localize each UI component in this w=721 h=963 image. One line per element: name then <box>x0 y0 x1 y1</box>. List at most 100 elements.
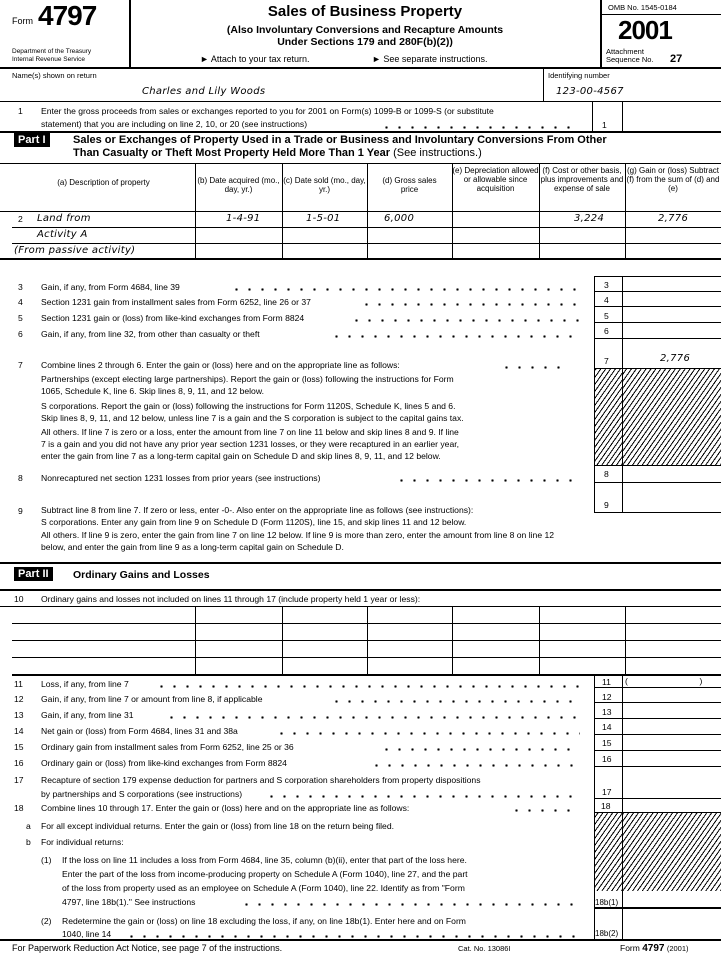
box-number: 11 <box>602 677 611 687</box>
form-label: Form <box>12 16 33 26</box>
form-subtitle-1: (Also Involuntary Conversions and Recapt… <box>226 24 504 36</box>
box-number: 9 <box>604 500 609 510</box>
dept-irs: Internal Revenue Service <box>12 56 85 63</box>
box-number: 1 <box>602 120 607 130</box>
line-text: Partnerships (except electing large part… <box>41 374 454 384</box>
line-number: 4 <box>18 297 23 307</box>
line-text: All others. If line 7 is zero or a loss,… <box>41 427 459 437</box>
line-number: 6 <box>18 329 23 339</box>
box-number: 4 <box>604 295 609 305</box>
line-number: 11 <box>14 679 23 689</box>
line-text: Ordinary gain from installment sales fro… <box>41 742 294 752</box>
line-number: 3 <box>18 282 23 292</box>
line-number: 9 <box>18 506 23 516</box>
part-1-title: Sales or Exchanges of Property Used in a… <box>73 134 607 146</box>
box-number: 8 <box>604 469 609 479</box>
box-number: 15 <box>602 738 612 748</box>
box-number: 12 <box>602 692 612 702</box>
line-11-amount[interactable]: ( ) <box>625 676 703 686</box>
line-text: Gain, if any, from line 32, from other t… <box>41 329 260 339</box>
col-header-d: (d) Gross sales price <box>382 176 437 194</box>
line-letter: b <box>26 837 31 847</box>
line-text: Gain, if any, from line 31 <box>41 710 134 720</box>
line-text: 7 is a gain and you did not have any pri… <box>41 439 459 449</box>
form-subtitle-2: Under Sections 179 and 280F(b)(2)) <box>277 36 453 48</box>
cell-gain-loss[interactable]: 2,776 <box>658 213 689 224</box>
line-letter: (2) <box>41 916 52 926</box>
box-number: 17 <box>602 787 612 797</box>
box-number: 18b(1) <box>595 898 619 907</box>
line-number: 8 <box>18 473 23 483</box>
line-text: Nonrecaptured net section 1231 losses fr… <box>41 473 321 483</box>
see-instructions: ► See separate instructions. <box>372 54 488 64</box>
line-text: S corporations. Enter any gain from line… <box>41 517 467 527</box>
line-number: 15 <box>14 742 24 752</box>
cell-gross-sales[interactable]: 6,000 <box>384 213 415 224</box>
line-text: Combine lines 2 through 6. Enter the gai… <box>41 360 400 370</box>
sequence-label: Sequence No. <box>606 55 654 64</box>
line-number: 2 <box>18 214 23 224</box>
dept-treasury: Department of the Treasury <box>12 48 92 55</box>
footer-form-number: 4797 <box>642 943 665 954</box>
paperwork-notice: For Paperwork Reduction Act Notice, see … <box>12 943 283 953</box>
box-number: 18 <box>601 801 611 811</box>
line-number: 14 <box>14 726 24 736</box>
line-text: enter the gain from line 7 as a long-ter… <box>41 451 441 461</box>
part-2-title: Ordinary Gains and Losses <box>73 569 210 581</box>
line-text: S corporations. Report the gain or (loss… <box>41 401 456 411</box>
line-letter: (1) <box>41 855 52 865</box>
line-text: Combine lines 10 through 17. Enter the g… <box>41 803 410 813</box>
line-number: 12 <box>14 694 24 704</box>
form-number: 4797 <box>38 0 97 31</box>
line-number: 10 <box>14 594 24 604</box>
line-number: 16 <box>14 758 24 768</box>
cell-cost-basis[interactable]: 3,224 <box>574 213 605 224</box>
line-number: 17 <box>14 775 24 785</box>
line-text: Redetermine the gain or (loss) on line 1… <box>62 916 466 926</box>
line-text: below, and enter the gain from line 9 as… <box>41 542 344 552</box>
cell-description[interactable]: Activity A <box>37 229 88 240</box>
box-number: 18b(2) <box>595 929 619 938</box>
line-7-amount[interactable]: 2,776 <box>660 353 691 364</box>
cell-description[interactable]: Land from <box>37 213 91 224</box>
box-number: 6 <box>604 326 609 336</box>
line-text: Subtract line 8 from line 7. If zero or … <box>41 505 474 515</box>
line-text: Gain, if any, from line 7 or amount from… <box>41 694 263 704</box>
line-text: Section 1231 gain or (loss) from like-ki… <box>41 313 305 323</box>
cell-date-sold[interactable]: 1-5-01 <box>306 213 341 224</box>
name-field[interactable]: Charles and Lily Woods <box>142 86 266 97</box>
line-1-amount[interactable] <box>623 102 721 130</box>
id-field[interactable]: 123-00-4567 <box>556 86 624 97</box>
box-number: 14 <box>602 722 612 732</box>
tax-year: 2001 <box>618 15 673 45</box>
cell-date-acquired[interactable]: 1-4-91 <box>226 213 261 224</box>
name-label: Name(s) shown on return <box>12 71 97 80</box>
box-number: 16 <box>602 754 612 764</box>
line-text: For individual returns: <box>41 837 124 847</box>
attach-instruction: ► Attach to your tax return. <box>200 54 310 64</box>
part-1-badge: Part I <box>14 133 50 147</box>
cell-description[interactable]: (From passive activity) <box>14 245 136 256</box>
catalog-number: Cat. No. 13086I <box>458 944 511 953</box>
sequence-number: 27 <box>670 53 683 65</box>
attachment-label: Attachment <box>606 47 644 56</box>
line-text: Net gain or (loss) from Form 4684, lines… <box>41 726 238 736</box>
line-number: 1 <box>18 106 23 116</box>
line-text: Loss, if any, from line 7 <box>41 679 129 689</box>
box-number: 13 <box>602 707 612 717</box>
line-number: 7 <box>18 360 23 370</box>
box-number: 5 <box>604 311 609 321</box>
line-number: 13 <box>14 710 24 720</box>
line-text: 4797, line 18b(1)." See instructions <box>62 897 196 907</box>
line-text: If the loss on line 11 includes a loss f… <box>62 855 467 865</box>
col-header-g: (g) Gain or (loss) Subtract (f) from the… <box>626 166 720 193</box>
part-1-note: (See instructions.) <box>393 147 482 159</box>
id-label: Identifying number <box>548 71 610 80</box>
line-number: 5 <box>18 313 23 323</box>
col-header-c: (c) Date sold (mo., day, yr.) <box>283 176 366 194</box>
col-header-b: (b) Date acquired (mo., day, yr.) <box>197 176 280 194</box>
line-text: statement) that you are including on lin… <box>41 119 308 129</box>
line-text: Skip lines 8, 9, 11, and 12 below, unles… <box>41 413 464 423</box>
col-header-a: (a) Description of property <box>57 178 150 187</box>
line-text: Recapture of section 179 expense deducti… <box>41 775 481 785</box>
